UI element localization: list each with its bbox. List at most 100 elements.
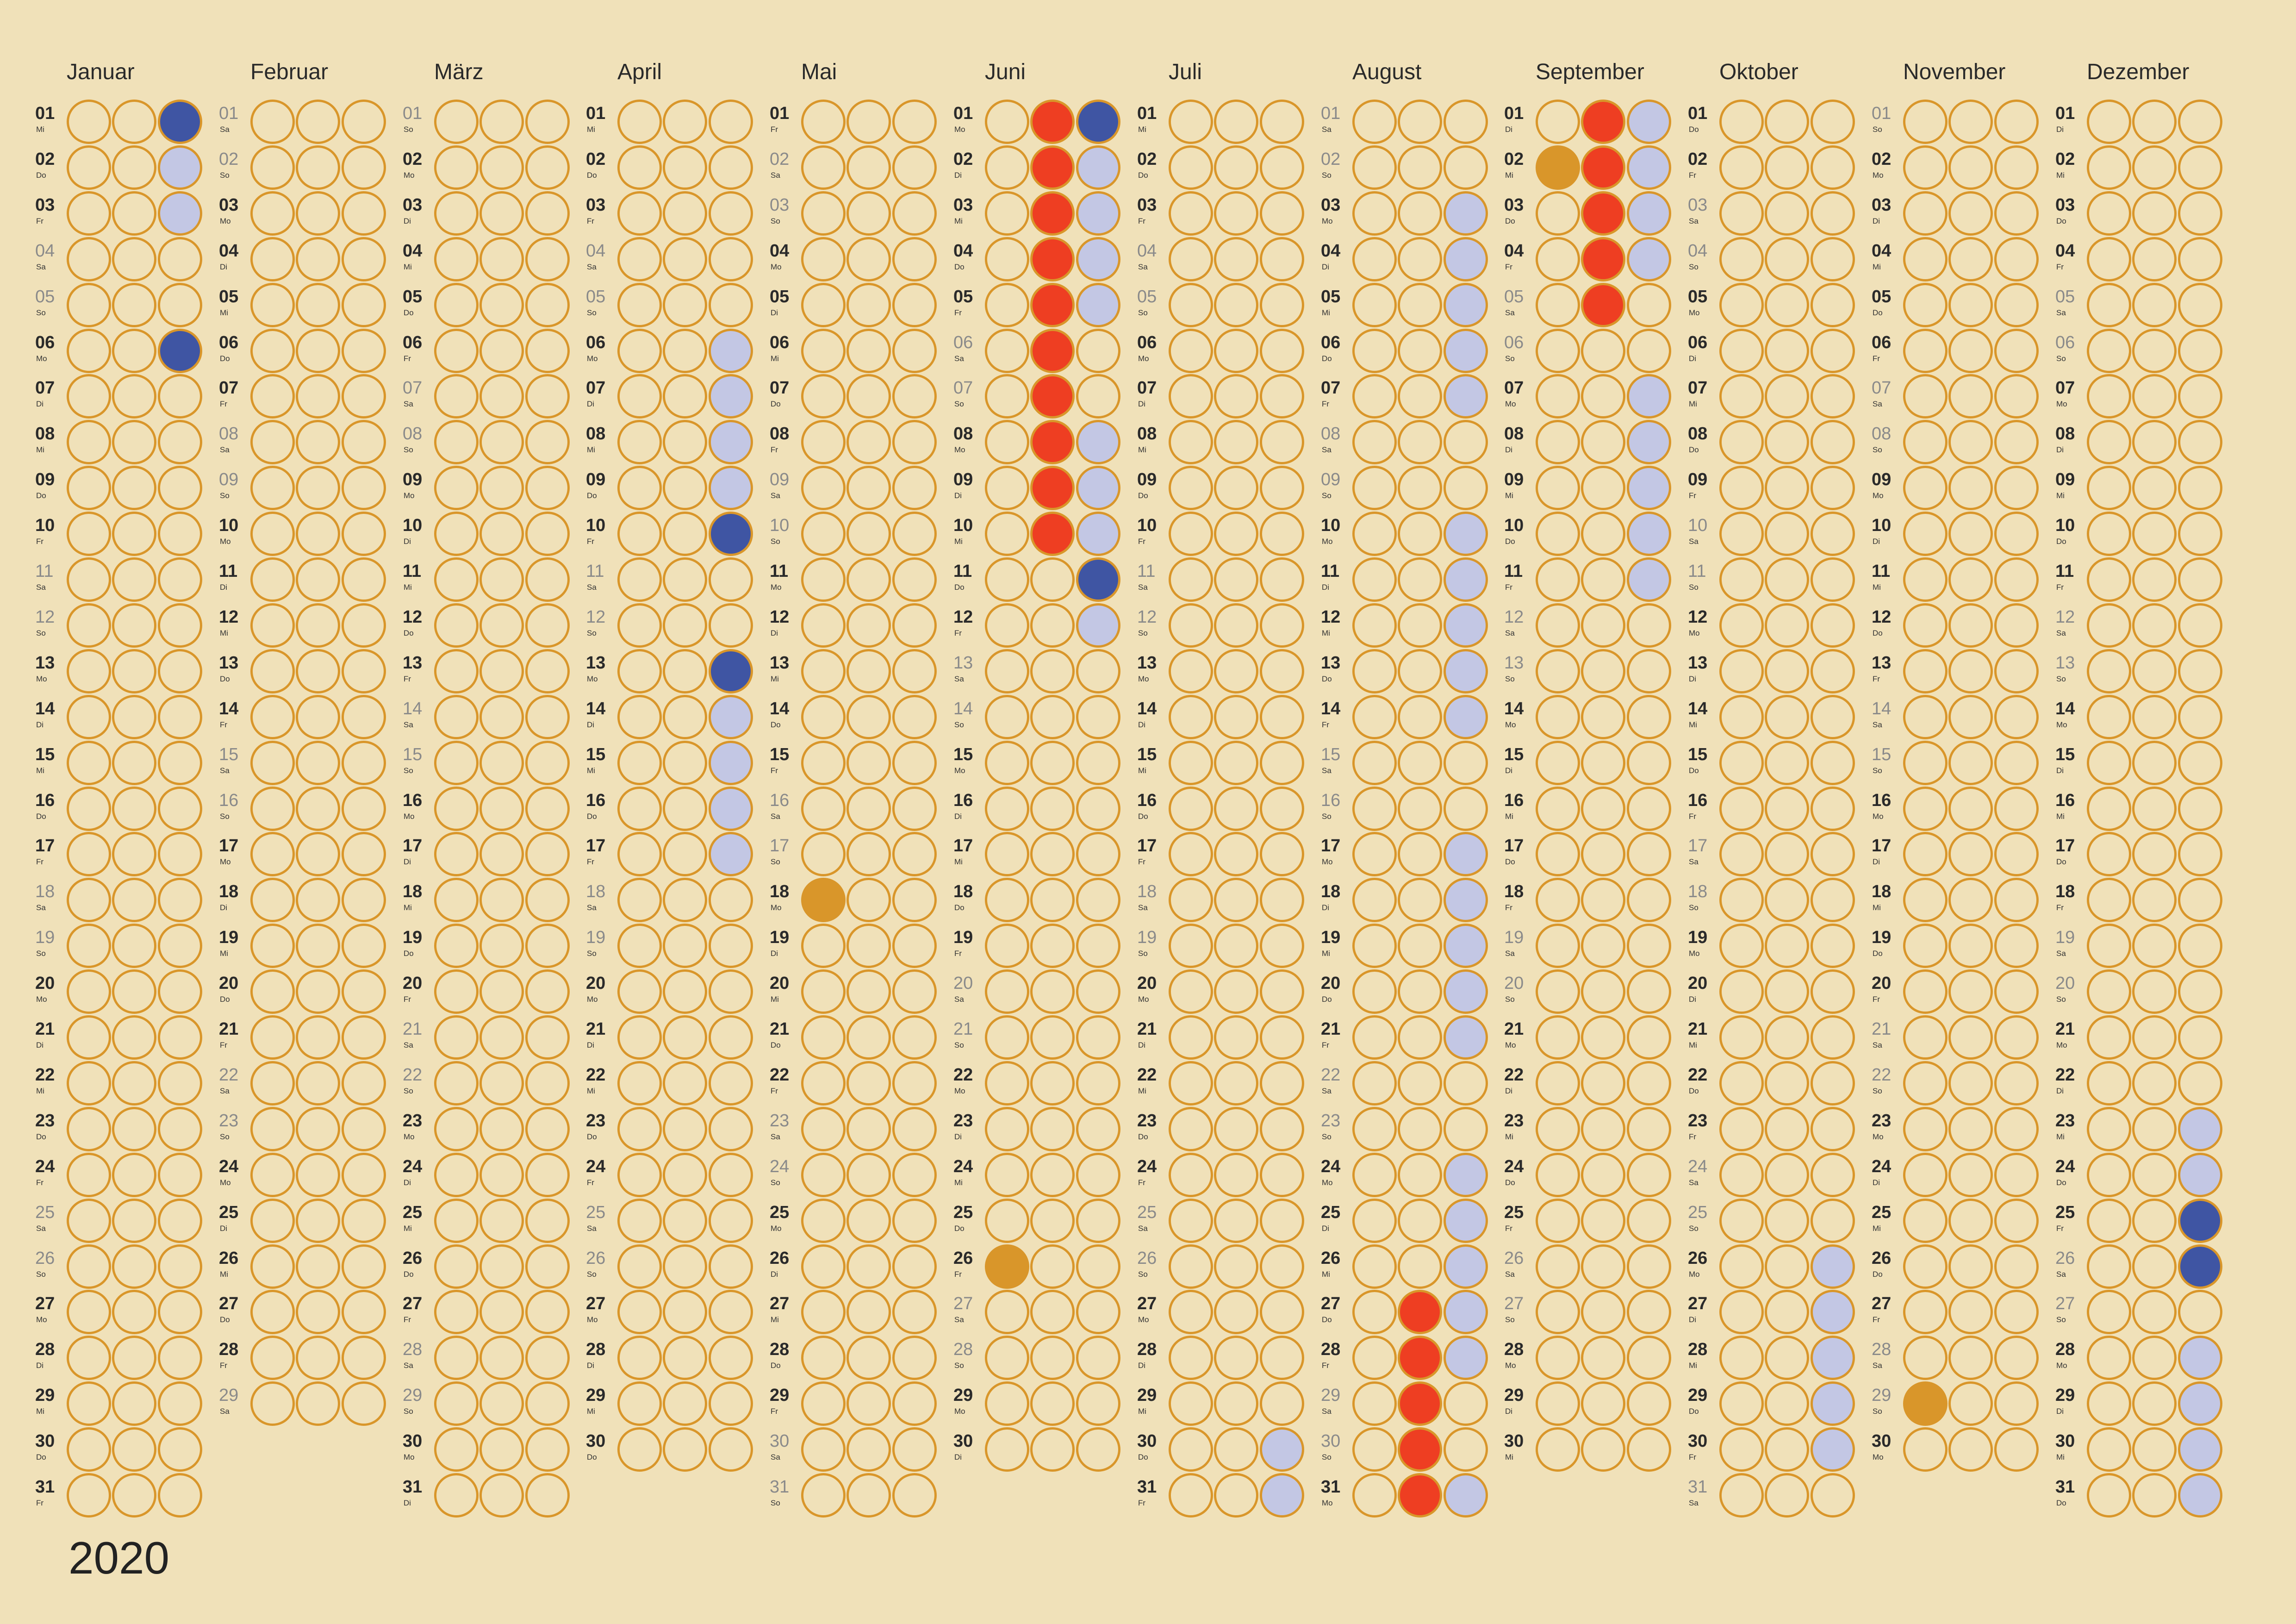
- day-circle[interactable]: [2087, 329, 2131, 373]
- day-circle[interactable]: [1903, 649, 1948, 693]
- day-circle[interactable]: [1948, 329, 1993, 373]
- day-circle[interactable]: [67, 1381, 111, 1426]
- day-circle[interactable]: [158, 695, 202, 739]
- day-circle[interactable]: [1260, 374, 1304, 418]
- day-circle[interactable]: [479, 100, 524, 144]
- day-circle[interactable]: [1536, 832, 1580, 876]
- day-circle[interactable]: [1719, 237, 1764, 281]
- day-circle[interactable]: [112, 741, 156, 785]
- day-circle[interactable]: [250, 1061, 295, 1106]
- day-circle[interactable]: [1169, 1153, 1213, 1197]
- day-circle[interactable]: [525, 787, 570, 831]
- day-circle[interactable]: [1260, 1290, 1304, 1334]
- day-circle[interactable]: [67, 237, 111, 281]
- day-circle[interactable]: [985, 1427, 1029, 1472]
- day-circle[interactable]: [663, 924, 707, 968]
- day-circle[interactable]: [1719, 1290, 1764, 1334]
- day-circle[interactable]: [250, 1290, 295, 1334]
- day-circle[interactable]: [1398, 1153, 1442, 1197]
- day-circle[interactable]: [296, 832, 340, 876]
- day-circle[interactable]: [1627, 466, 1671, 510]
- day-circle[interactable]: [1581, 329, 1625, 373]
- day-circle[interactable]: [2178, 1244, 2222, 1289]
- day-circle[interactable]: [709, 1153, 753, 1197]
- day-circle[interactable]: [525, 1473, 570, 1518]
- day-circle[interactable]: [617, 1336, 662, 1380]
- day-circle[interactable]: [1948, 1199, 1993, 1243]
- day-circle[interactable]: [663, 878, 707, 922]
- day-circle[interactable]: [663, 695, 707, 739]
- day-circle[interactable]: [250, 191, 295, 236]
- day-circle[interactable]: [1719, 1427, 1764, 1472]
- day-circle[interactable]: [985, 329, 1029, 373]
- day-circle[interactable]: [2132, 1199, 2177, 1243]
- day-circle[interactable]: [846, 1427, 891, 1472]
- day-circle[interactable]: [892, 1473, 937, 1518]
- day-circle[interactable]: [663, 374, 707, 418]
- day-circle[interactable]: [1030, 741, 1075, 785]
- day-circle[interactable]: [2178, 329, 2222, 373]
- day-circle[interactable]: [434, 695, 479, 739]
- day-circle[interactable]: [1076, 832, 1120, 876]
- day-circle[interactable]: [1536, 1381, 1580, 1426]
- day-circle[interactable]: [1719, 145, 1764, 190]
- day-circle[interactable]: [663, 1427, 707, 1472]
- day-circle[interactable]: [1948, 420, 1993, 464]
- day-circle[interactable]: [342, 787, 386, 831]
- day-circle[interactable]: [1444, 787, 1488, 831]
- day-circle[interactable]: [2132, 649, 2177, 693]
- day-circle[interactable]: [525, 1153, 570, 1197]
- day-circle[interactable]: [296, 741, 340, 785]
- day-circle[interactable]: [1994, 1381, 2039, 1426]
- day-circle[interactable]: [617, 374, 662, 418]
- day-circle[interactable]: [709, 603, 753, 648]
- day-circle[interactable]: [158, 557, 202, 602]
- day-circle[interactable]: [1030, 1244, 1075, 1289]
- day-circle[interactable]: [709, 649, 753, 693]
- day-circle[interactable]: [617, 1244, 662, 1289]
- day-circle[interactable]: [1581, 1015, 1625, 1060]
- day-circle[interactable]: [892, 1290, 937, 1334]
- day-circle[interactable]: [1581, 100, 1625, 144]
- day-circle[interactable]: [1948, 1336, 1993, 1380]
- day-circle[interactable]: [1811, 1153, 1855, 1197]
- day-circle[interactable]: [1214, 878, 1258, 922]
- day-circle[interactable]: [801, 1153, 846, 1197]
- day-circle[interactable]: [663, 191, 707, 236]
- day-circle[interactable]: [112, 1381, 156, 1426]
- day-circle[interactable]: [2178, 237, 2222, 281]
- day-circle[interactable]: [1948, 787, 1993, 831]
- day-circle[interactable]: [1581, 1381, 1625, 1426]
- day-circle[interactable]: [525, 145, 570, 190]
- day-circle[interactable]: [1444, 374, 1488, 418]
- day-circle[interactable]: [1719, 924, 1764, 968]
- day-circle[interactable]: [617, 1015, 662, 1060]
- day-circle[interactable]: [158, 649, 202, 693]
- day-circle[interactable]: [250, 649, 295, 693]
- day-circle[interactable]: [479, 1381, 524, 1426]
- day-circle[interactable]: [892, 1061, 937, 1106]
- day-circle[interactable]: [434, 557, 479, 602]
- day-circle[interactable]: [2132, 557, 2177, 602]
- day-circle[interactable]: [1076, 329, 1120, 373]
- day-circle[interactable]: [801, 1427, 846, 1472]
- day-circle[interactable]: [2087, 1061, 2131, 1106]
- day-circle[interactable]: [846, 1473, 891, 1518]
- day-circle[interactable]: [1444, 741, 1488, 785]
- day-circle[interactable]: [479, 1199, 524, 1243]
- day-circle[interactable]: [296, 283, 340, 327]
- day-circle[interactable]: [1581, 878, 1625, 922]
- day-circle[interactable]: [709, 1199, 753, 1243]
- day-circle[interactable]: [479, 466, 524, 510]
- day-circle[interactable]: [1581, 603, 1625, 648]
- day-circle[interactable]: [801, 1290, 846, 1334]
- day-circle[interactable]: [1444, 1061, 1488, 1106]
- day-circle[interactable]: [250, 1381, 295, 1426]
- day-circle[interactable]: [1169, 191, 1213, 236]
- day-circle[interactable]: [1169, 237, 1213, 281]
- day-circle[interactable]: [1765, 1061, 1809, 1106]
- day-circle[interactable]: [1076, 878, 1120, 922]
- day-circle[interactable]: [479, 557, 524, 602]
- day-circle[interactable]: [525, 237, 570, 281]
- day-circle[interactable]: [1903, 1153, 1948, 1197]
